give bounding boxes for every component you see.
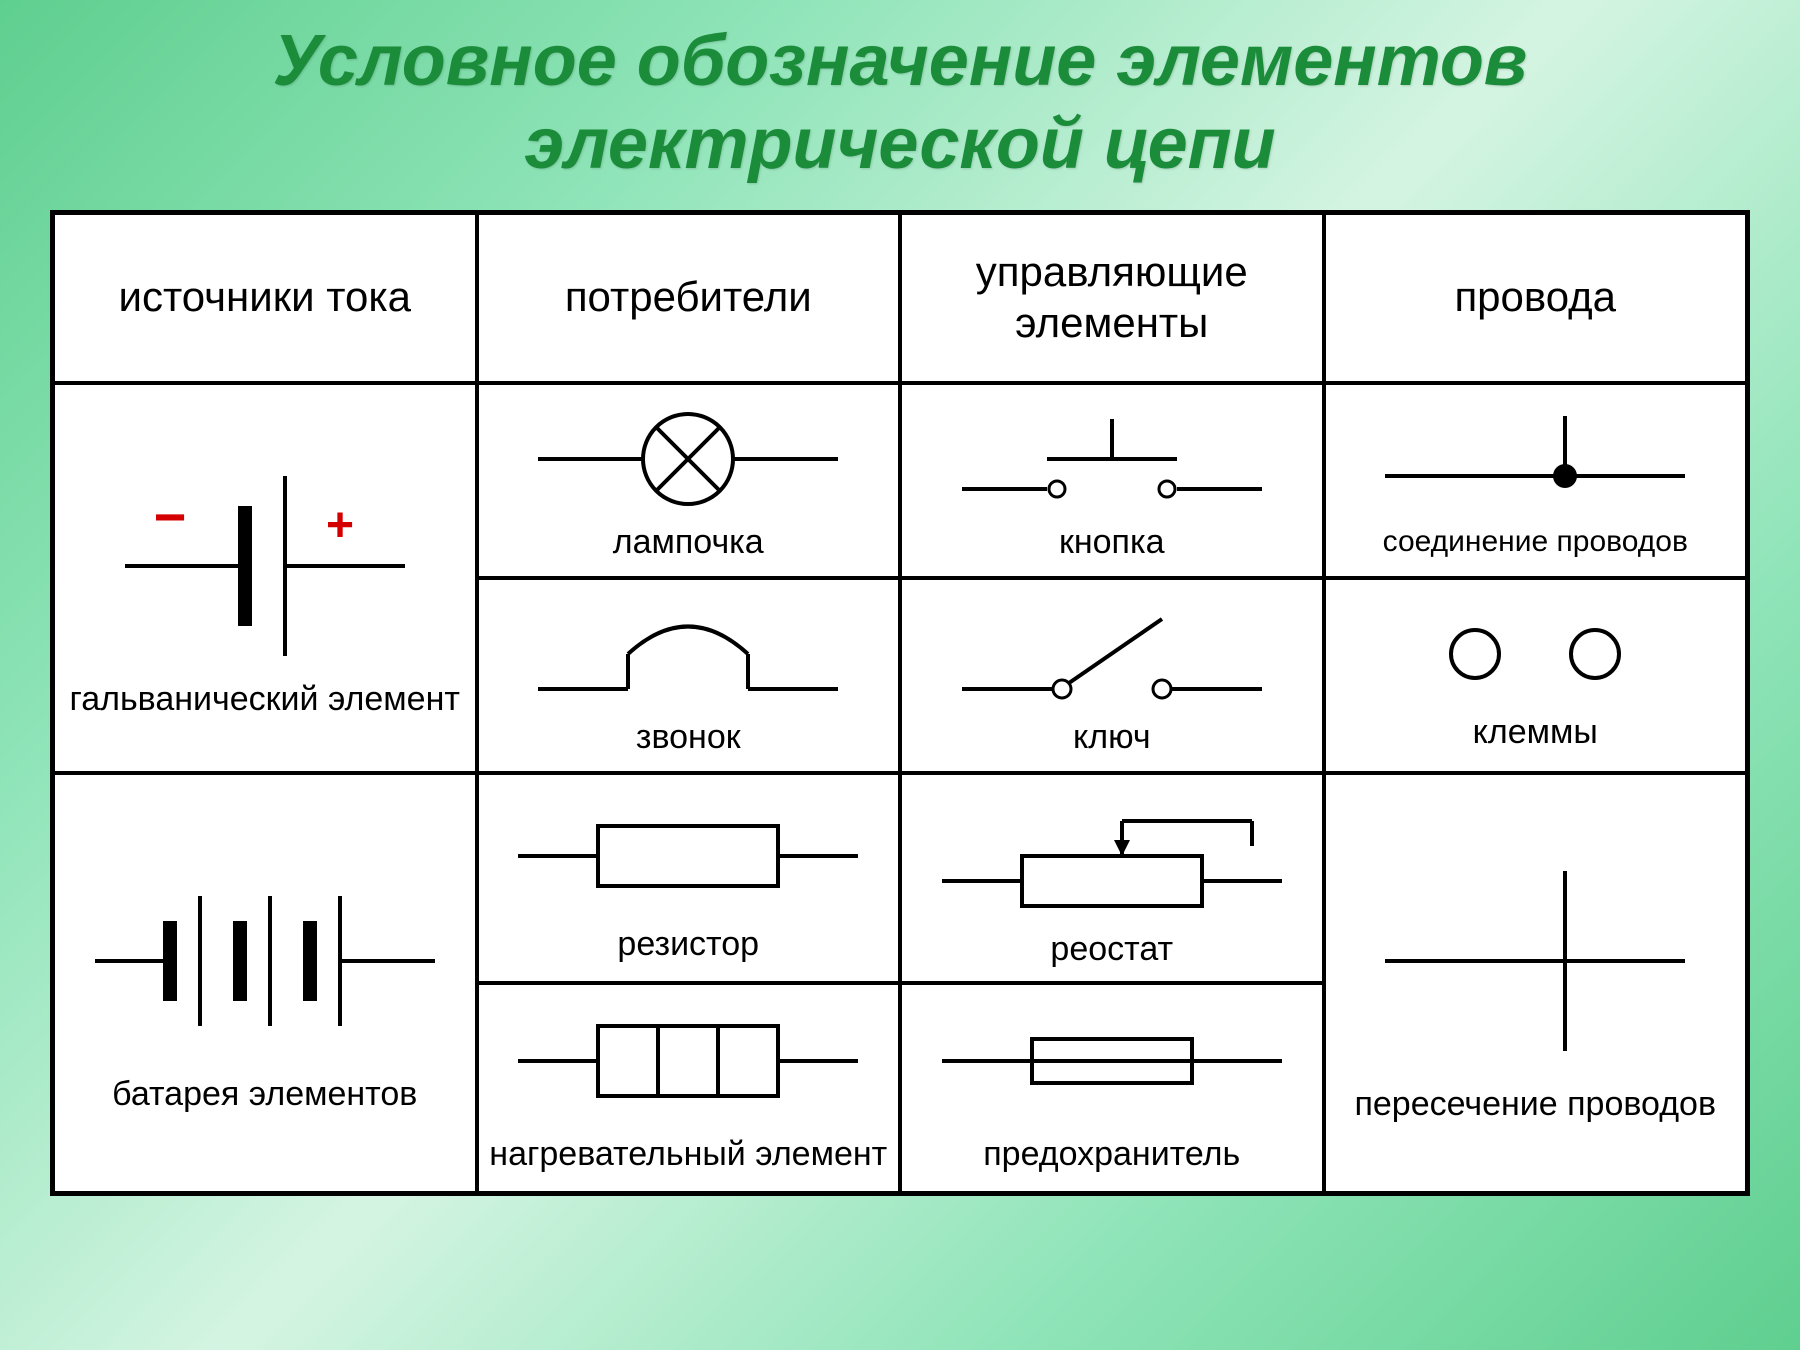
terminals-label: клеммы [1473, 713, 1598, 752]
rheostat-icon [922, 786, 1302, 926]
button-label: кнопка [1059, 523, 1165, 562]
cell-resistor: резистор [477, 773, 901, 983]
cell-button: кнопка [900, 383, 1324, 578]
header-col-1: источники тока [53, 213, 477, 383]
cell-fuse: предохранитель [900, 983, 1324, 1193]
header-col-2: потребители [477, 213, 901, 383]
junction-label: соединение проводов [1383, 525, 1688, 560]
svg-text:−: − [153, 485, 186, 548]
heater-icon [498, 1001, 878, 1131]
symbol-table: источники тока потребители управляющие э… [50, 210, 1750, 1196]
heater-label: нагревательный элемент [489, 1135, 887, 1174]
cell-junction: соединение проводов [1324, 383, 1748, 578]
bell-icon [508, 594, 868, 714]
switch-icon [932, 594, 1292, 714]
col3-row1: кнопка ключ [900, 383, 1324, 773]
cell-switch: ключ [900, 578, 1324, 773]
cell-bell: звонок [477, 578, 901, 773]
lamp-icon [508, 399, 868, 519]
col2-row2: резистор нагревательный элемент [477, 773, 901, 1193]
battery-icon [75, 851, 455, 1071]
rheostat-label: реостат [1050, 930, 1173, 969]
col4-row1: соединение проводов клеммы [1324, 383, 1748, 773]
terminals-icon [1355, 599, 1715, 709]
resistor-icon [498, 791, 878, 921]
crossing-icon [1345, 841, 1725, 1081]
galvanic-icon: − + [85, 436, 445, 676]
page-title: Условное обозначение элементов электриче… [50, 20, 1750, 186]
col3-row2: реостат предохранитель [900, 773, 1324, 1193]
cell-heater: нагревательный элемент [477, 983, 901, 1193]
col2-row1: лампочка звонок [477, 383, 901, 773]
cell-crossing: пересечение проводов [1324, 773, 1748, 1193]
cell-lamp: лампочка [477, 383, 901, 578]
switch-label: ключ [1073, 718, 1151, 757]
header-col-3: управляющие элементы [900, 213, 1324, 383]
bell-label: звонок [636, 718, 741, 757]
lamp-label: лампочка [613, 523, 764, 562]
header-col-4: провода [1324, 213, 1748, 383]
junction-icon [1355, 401, 1715, 521]
cell-terminals: клеммы [1324, 578, 1748, 773]
battery-label: батарея элементов [112, 1075, 417, 1114]
fuse-icon [922, 1001, 1302, 1131]
fuse-label: предохранитель [983, 1135, 1240, 1174]
button-icon [932, 399, 1292, 519]
resistor-label: резистор [617, 925, 759, 964]
svg-text:+: + [326, 499, 354, 552]
cell-galvanic: − + гальванический элемент [53, 383, 477, 773]
galvanic-label: гальванический элемент [70, 680, 460, 719]
cell-battery: батарея элементов [53, 773, 477, 1193]
crossing-label: пересечение проводов [1354, 1085, 1716, 1124]
cell-rheostat: реостат [900, 773, 1324, 983]
